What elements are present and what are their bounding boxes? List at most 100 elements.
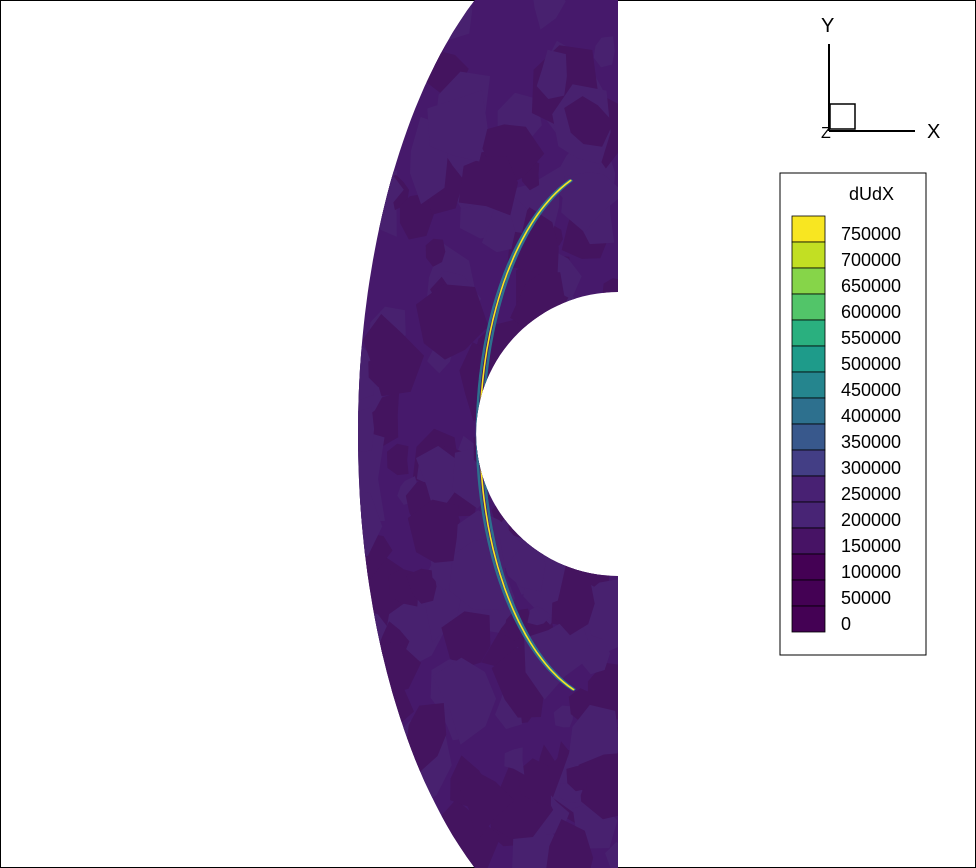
field-patch (376, 49, 414, 87)
legend-level-label: 750000 (841, 224, 901, 244)
legend-swatch (791, 215, 826, 243)
legend-level-label: 100000 (841, 562, 901, 582)
legend-level-label: 250000 (841, 484, 901, 504)
field-patch (387, 443, 409, 476)
field-patch (536, 49, 567, 99)
legend-level-label: 550000 (841, 328, 901, 348)
field-patch (358, 712, 367, 743)
legend-swatch (791, 605, 826, 633)
legend-swatch (791, 241, 826, 269)
field-patch (457, 772, 515, 842)
legend-swatch (791, 371, 826, 399)
field-patch (358, 487, 383, 561)
legend-level-label: 400000 (841, 406, 901, 426)
legend-level-label: 450000 (841, 380, 901, 400)
x-axis-label: X (927, 121, 940, 143)
field-patch (415, 284, 489, 360)
legend-swatch (791, 449, 826, 477)
legend-level-label: 300000 (841, 458, 901, 478)
legend-swatch (791, 345, 826, 373)
field-patch (532, 0, 566, 30)
field-patch (598, 396, 618, 437)
legend-swatch (791, 319, 826, 347)
field-patch (475, 124, 545, 188)
field-patch (534, 403, 605, 489)
field-patch (566, 765, 588, 792)
field-patch (536, 477, 590, 553)
legend-level-label: 0 (841, 614, 851, 634)
z-axis-box (829, 103, 856, 130)
legend-level-label: 50000 (841, 588, 891, 608)
legend-title: dUdX (849, 184, 894, 204)
field-patch (481, 203, 516, 253)
field-patch (406, 703, 447, 774)
field-patch (556, 303, 603, 364)
legend-level-label: 350000 (841, 432, 901, 452)
field-patch (358, 0, 366, 37)
axis-triad: Y X Z (821, 15, 940, 143)
field-patch (399, 193, 434, 240)
field-patch (593, 36, 615, 68)
legend-swatch (791, 423, 826, 451)
field-patch (427, 90, 488, 162)
field-patch (567, 391, 615, 478)
legend-swatch (791, 553, 826, 581)
field-patch (499, 355, 568, 432)
field-patch (368, 696, 396, 730)
field-patch (441, 611, 491, 667)
legend-level-label: 600000 (841, 302, 901, 322)
legend-level-label: 200000 (841, 510, 901, 530)
field-patch (358, 407, 375, 452)
field-patch (517, 758, 551, 807)
legend-entries: 7500007000006500006000005500005000004500… (791, 215, 901, 634)
field-patch (553, 557, 595, 636)
field-patch (546, 381, 595, 444)
field-patch (504, 747, 525, 775)
field-patch (458, 156, 518, 216)
legend-level-label: 500000 (841, 354, 901, 374)
z-axis-label: Z (821, 125, 831, 142)
legend-level-label: 150000 (841, 536, 901, 556)
field-patch (406, 568, 437, 604)
field-patch (407, 499, 459, 563)
legend-swatch (791, 475, 826, 503)
y-axis-label: Y (821, 15, 834, 37)
legend-level-label: 700000 (841, 250, 901, 270)
field-patch (524, 613, 594, 700)
field-patch (358, 129, 388, 188)
field-patch (358, 107, 368, 127)
field-patch (358, 340, 375, 401)
field-patch (358, 17, 422, 123)
field-patch (605, 841, 618, 868)
legend-swatch (791, 397, 826, 425)
field-patch (543, 417, 618, 513)
field-patch (439, 0, 473, 40)
field-patch (545, 819, 594, 868)
field-patch (358, 168, 383, 224)
legend-swatch (791, 527, 826, 555)
field-patch (527, 606, 552, 626)
field-patch (432, 657, 497, 745)
field-patch (358, 117, 391, 194)
field-patch (362, 314, 424, 397)
legend-swatch (791, 501, 826, 529)
legend-swatch (791, 579, 826, 607)
flow-domain (358, 0, 618, 868)
color-legend: dUdX 750000 700000 650000 600000 550000 50000… (779, 172, 927, 656)
field-patch (425, 238, 446, 267)
legend-swatch (791, 293, 826, 321)
legend-swatch (791, 267, 826, 295)
legend-level-label: 650000 (841, 276, 901, 296)
field-patch (574, 536, 603, 576)
field-patch (578, 752, 618, 820)
field-patch (365, 91, 386, 112)
field-patch (363, 71, 399, 128)
field-patch (553, 705, 573, 728)
field-patch (561, 172, 618, 233)
field-patch (552, 347, 592, 393)
field-patch (358, 775, 363, 820)
field-patch (564, 96, 614, 147)
field-patch (358, 805, 384, 868)
field-patch (569, 455, 589, 480)
